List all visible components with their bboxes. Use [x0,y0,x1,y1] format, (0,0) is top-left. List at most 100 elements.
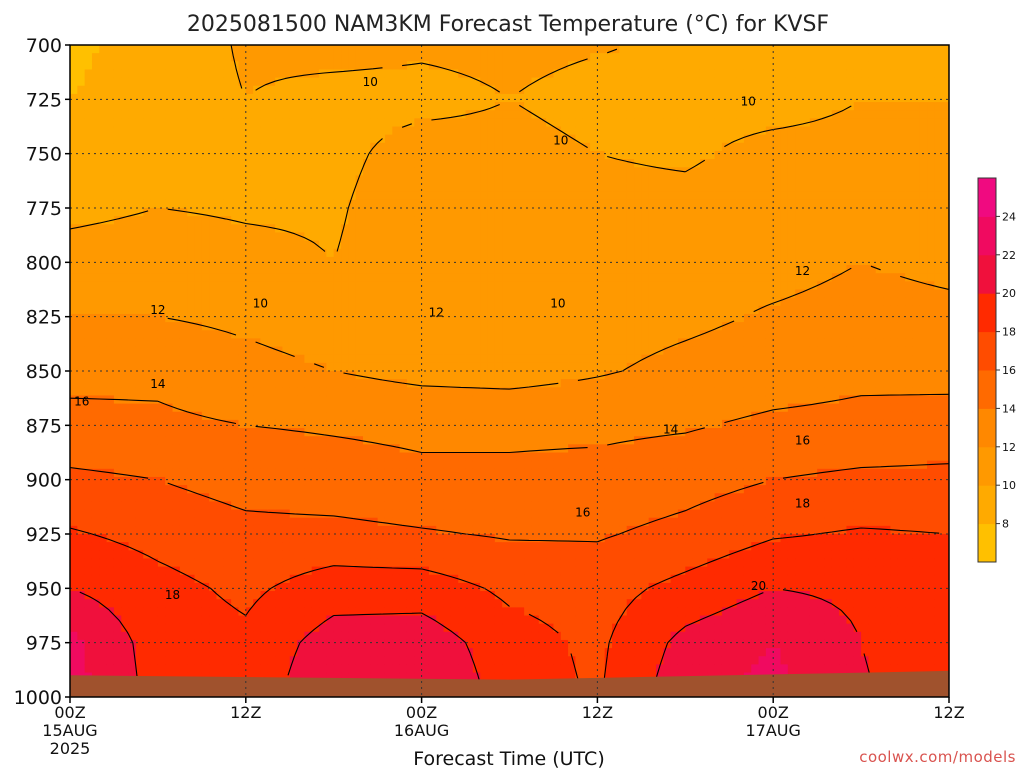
heatmap-cell [487,199,496,209]
heatmap-cell [70,631,78,641]
heatmap-cell [231,631,240,641]
heatmap-cell [121,574,130,584]
heatmap-cell [245,525,254,535]
heatmap-cell [319,444,327,454]
heatmap-cell [304,362,313,372]
heatmap-cell [509,509,518,519]
heatmap-cell [465,240,474,250]
heatmap-cell [465,199,474,209]
heatmap-cell [99,256,108,266]
heatmap-cell [179,330,188,339]
heatmap-cell [333,419,342,429]
heatmap-cell [275,191,284,201]
heatmap-cell [509,216,518,225]
heatmap-cell [121,297,130,307]
heatmap-cell [77,485,86,494]
heatmap-cell [333,615,342,625]
heatmap-cell [165,591,174,600]
heatmap-cell [275,558,284,568]
heatmap-cell [238,387,247,397]
heatmap-cell [384,574,393,584]
heatmap-cell [458,265,467,274]
heatmap-cell [524,93,533,103]
heatmap-cell [487,493,496,502]
heatmap-cell [179,102,188,111]
heatmap-cell [267,199,276,209]
heatmap-cell [77,468,86,478]
heatmap-cell [311,639,320,649]
heatmap-cell [509,534,518,543]
heatmap-cell [172,199,181,209]
heatmap-cell [223,501,232,511]
heatmap-cell [113,623,122,633]
heatmap-cell [289,354,298,364]
heatmap-cell [370,199,379,209]
heatmap-cell [377,102,386,111]
heatmap-cell [384,395,393,405]
heatmap-cell [428,126,437,136]
heatmap-cell [165,639,174,649]
heatmap-cell [524,305,533,315]
heatmap-cell [502,240,511,250]
heatmap-cell [143,159,152,168]
heatmap-cell [91,110,100,119]
heatmap-cell [436,45,445,54]
heatmap-cell [436,110,445,119]
heatmap-cell [487,85,496,95]
heatmap-cell [326,322,335,331]
heatmap-cell [363,191,371,201]
heatmap-cell [143,134,152,144]
heatmap-cell [267,297,276,307]
heatmap-cell [113,330,122,339]
heatmap-cell [209,69,218,79]
heatmap-cell [341,85,349,95]
heatmap-cell [450,615,459,625]
heatmap-cell [480,110,489,119]
heatmap-cell [179,403,188,413]
heatmap-cell [421,85,430,95]
heatmap-cell [77,102,86,111]
heatmap-cell [502,623,511,633]
heatmap-cell [487,460,496,470]
heatmap-cell [319,150,327,160]
heatmap-cell [121,167,130,176]
heatmap-cell [458,216,467,225]
heatmap-cell [311,656,320,665]
heatmap-cell [333,379,342,388]
heatmap-cell [165,102,174,111]
heatmap-cell [363,297,371,307]
heatmap-cell [99,85,108,95]
heatmap-cell [348,485,357,494]
heatmap-cell [502,224,511,234]
heatmap-cell [355,45,364,54]
heatmap-cell [509,110,518,119]
heatmap-cell [487,118,496,128]
heatmap-cell [194,362,203,372]
heatmap-cell [509,436,518,445]
heatmap-cell [113,493,122,502]
heatmap-cell [70,191,78,201]
heatmap-cell [326,93,335,103]
heatmap-cell [91,232,100,242]
heatmap-cell [106,493,115,502]
heatmap-cell [319,297,327,307]
heatmap-cell [231,607,240,617]
heatmap-cell [135,281,144,291]
heatmap-cell [150,615,159,625]
heatmap-cell [216,199,225,209]
heatmap-cell [194,599,203,608]
heatmap-cell [150,53,159,62]
heatmap-cell [319,485,327,494]
heatmap-cell [363,379,371,388]
heatmap-cell [201,582,210,592]
heatmap-cell [502,85,511,95]
heatmap-cell [333,199,342,209]
heatmap-cell [363,525,371,535]
heatmap-cell [128,289,137,299]
heatmap-cell [135,362,144,372]
heatmap-cell [341,183,349,193]
heatmap-cell [443,501,452,511]
heatmap-cell [209,436,218,445]
heatmap-cell [341,599,349,608]
heatmap-cell [319,672,327,682]
